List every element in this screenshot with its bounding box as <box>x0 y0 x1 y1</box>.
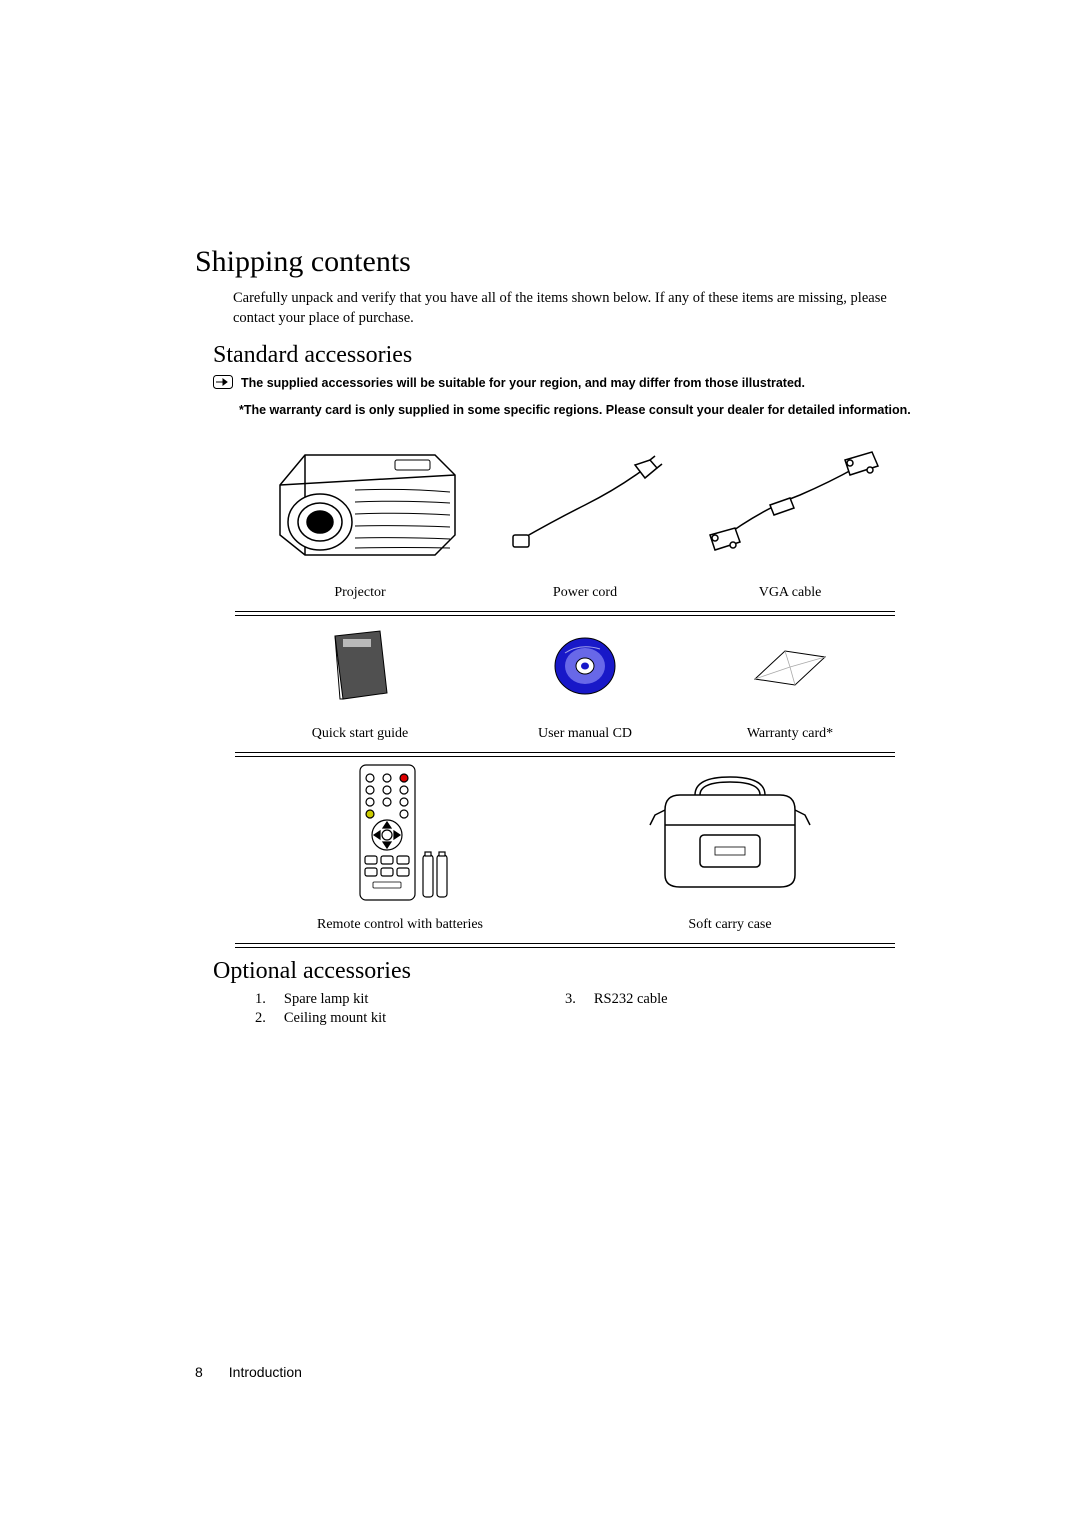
quick-start-label: Quick start guide <box>235 722 485 746</box>
user-manual-label: User manual CD <box>485 722 685 746</box>
item-number: 3. <box>565 991 576 1008</box>
vga-cable-illustration <box>685 435 895 575</box>
page-footer: 8 Introduction <box>195 1364 302 1380</box>
power-cord-label: Power cord <box>485 581 685 605</box>
list-item: 1. Spare lamp kit <box>255 991 565 1008</box>
item-number: 1. <box>255 991 266 1008</box>
power-cord-illustration <box>485 435 685 575</box>
item-label: Ceiling mount kit <box>284 1010 386 1027</box>
list-item: 2. Ceiling mount kit <box>255 1010 565 1027</box>
optional-accessories-list: 1. Spare lamp kit 2. Ceiling mount kit 3… <box>255 991 925 1029</box>
intro-paragraph: Carefully unpack and verify that you hav… <box>233 289 925 328</box>
accessories-table: Projector Power cord VGA cable <box>235 435 895 948</box>
note-warranty-text: *The warranty card is only supplied in s… <box>239 402 925 419</box>
warranty-card-illustration <box>685 616 895 716</box>
list-item: 3. RS232 cable <box>565 991 875 1008</box>
vga-cable-label: VGA cable <box>685 581 895 605</box>
note-region-text: The supplied accessories will be suitabl… <box>241 375 805 392</box>
page-number: 8 <box>195 1364 203 1380</box>
user-manual-cd-illustration <box>485 616 685 716</box>
warranty-card-label: Warranty card* <box>685 722 895 746</box>
item-number: 2. <box>255 1010 266 1027</box>
shipping-contents-heading: Shipping contents <box>195 245 925 279</box>
item-label: RS232 cable <box>594 991 668 1008</box>
section-name: Introduction <box>229 1364 302 1380</box>
note-hand-icon <box>213 375 233 394</box>
standard-accessories-heading: Standard accessories <box>213 342 925 369</box>
carry-case-illustration <box>565 757 895 907</box>
projector-illustration <box>235 435 485 575</box>
carry-case-label: Soft carry case <box>565 913 895 937</box>
projector-label: Projector <box>235 581 485 605</box>
remote-control-illustration <box>235 757 565 907</box>
item-label: Spare lamp kit <box>284 991 369 1008</box>
remote-control-label: Remote control with batteries <box>235 913 565 937</box>
quick-start-guide-illustration <box>235 616 485 716</box>
optional-accessories-heading: Optional accessories <box>213 958 925 985</box>
